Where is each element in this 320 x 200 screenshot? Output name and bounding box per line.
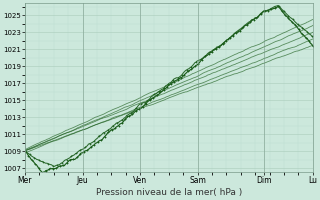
X-axis label: Pression niveau de la mer( hPa ): Pression niveau de la mer( hPa ): [96, 188, 242, 197]
